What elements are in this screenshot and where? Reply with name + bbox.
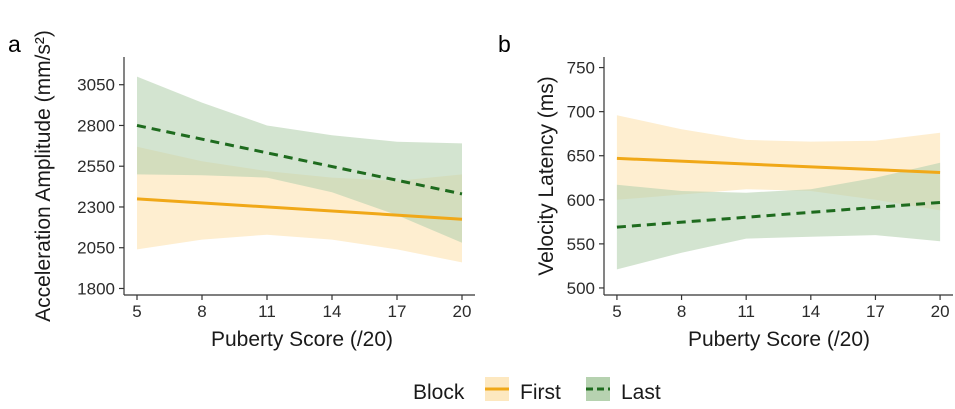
- panel-a-x-tick-label: 20: [453, 302, 472, 321]
- panel-a-y-tick-label: 3050: [77, 76, 115, 95]
- legend: Block First Last: [413, 377, 661, 404]
- panel-b-x-title: Puberty Score (/20): [688, 328, 870, 351]
- panel-a-label: a: [8, 31, 21, 57]
- legend-label-first: First: [520, 381, 561, 404]
- panel-b-bands: [616, 115, 941, 270]
- panel-b-y-tick-label: 550: [567, 235, 595, 254]
- panel-a-y-tick-label: 1800: [77, 279, 115, 298]
- panel-a-x-title: Puberty Score (/20): [211, 328, 393, 351]
- panel-a-x-tick-label: 14: [323, 302, 342, 321]
- panel-a-y-tick-label: 2300: [77, 198, 115, 217]
- panel-a-y-tick-label: 2050: [77, 239, 115, 258]
- panel-b-ticks: 5 8 11 14 17 20 500 550 600 650 700 750: [567, 59, 950, 321]
- panel-b-first-line: [616, 156, 941, 174]
- panel-b-y-tick-label: 600: [567, 191, 595, 210]
- panel-a-y-title: Acceleration Amplitude (mm/s²): [32, 30, 55, 322]
- panel-b-x-tick-label: 14: [801, 302, 820, 321]
- panel-b-last-ci-band: [616, 162, 941, 270]
- panel-b-last-line: [616, 200, 941, 229]
- panel-a-last-line: [136, 123, 463, 196]
- panel-b-y-tick-label: 650: [567, 147, 595, 166]
- panel-a-y-tick-label: 2550: [77, 157, 115, 176]
- panel-a-x-tick-label: 5: [132, 302, 141, 321]
- panel-b-y-title: Velocity Latency (ms): [535, 76, 558, 276]
- panel-b-x-tick-label: 20: [931, 302, 950, 321]
- panel-a-lines: [136, 123, 463, 221]
- panel-b-y-tick-label: 500: [567, 279, 595, 298]
- panel-b-x-tick-label: 11: [737, 302, 755, 321]
- panel-a-bands: [137, 76, 462, 263]
- panel-b-y-tick-label: 700: [567, 103, 595, 122]
- panel-a-x-tick-label: 17: [388, 302, 407, 321]
- panel-a-x-tick-label: 8: [197, 302, 206, 321]
- panel-b-x-tick-label: 17: [866, 302, 885, 321]
- panel-a-y-tick-label: 2800: [77, 116, 115, 135]
- panel-b-x-tick-label: 8: [677, 302, 686, 321]
- panel-b-y-tick-label: 750: [567, 59, 595, 78]
- panel-b-label: b: [498, 31, 511, 57]
- panel-b: 5 8 11 14 17 20 500 550 600 650 700 750 b Puberty S…: [498, 31, 953, 351]
- panel-a-first-line: [136, 197, 463, 221]
- panel-a: 5 8 11 14 17 20 1800 2050 2300 2550 2800 3050 a Pub…: [8, 30, 475, 351]
- panel-a-x-tick-label: 11: [258, 302, 276, 321]
- panel-b-lines: [616, 156, 941, 229]
- panel-a-ticks: 5 8 11 14 17 20 1800 2050 2300 2550 2800 3050: [77, 76, 471, 321]
- panel-b-x-tick-label: 5: [612, 302, 621, 321]
- legend-label-last: Last: [621, 381, 661, 404]
- legend-title: Block: [413, 381, 465, 404]
